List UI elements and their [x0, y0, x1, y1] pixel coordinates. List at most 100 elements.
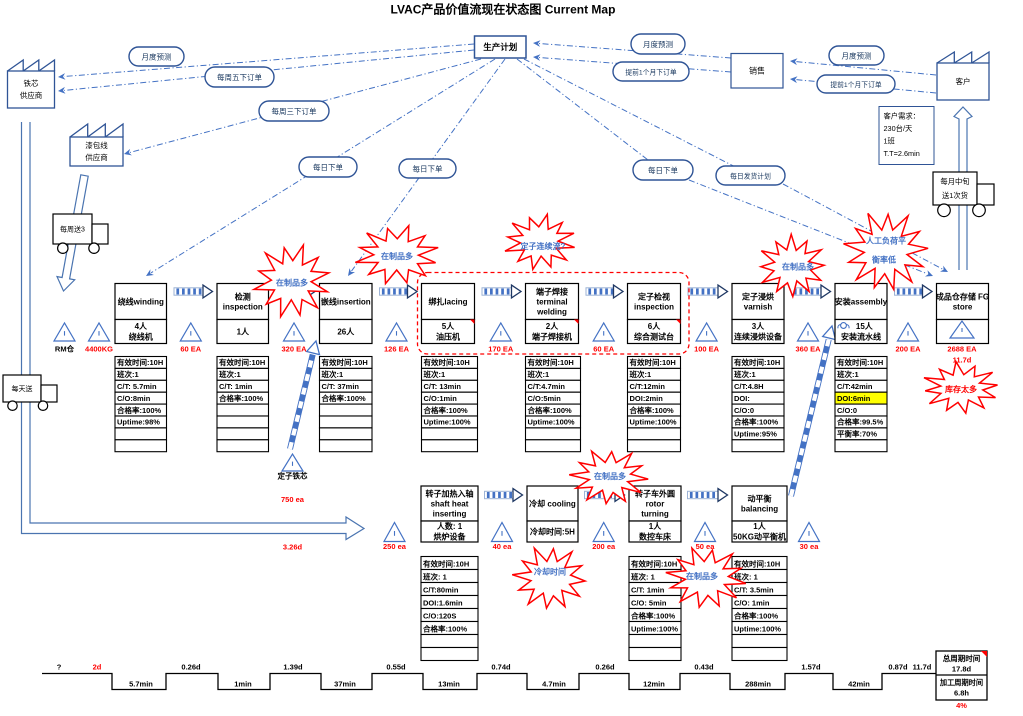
svg-text:合格率:100%: 合格率:100%	[424, 405, 469, 415]
svg-text:班次:1: 班次:1	[528, 369, 550, 379]
svg-text:DOI:6min: DOI:6min	[837, 394, 871, 403]
svg-text:100 EA: 100 EA	[694, 345, 720, 354]
svg-text:烘炉设备: 烘炉设备	[434, 532, 467, 542]
svg-text:50 ea: 50 ea	[696, 542, 716, 551]
svg-text:有效时间:10H: 有效时间:10H	[734, 558, 780, 568]
svg-text:26人: 26人	[337, 326, 355, 336]
svg-text:DOI:1.6min: DOI:1.6min	[423, 598, 463, 607]
svg-text:varnish: varnish	[744, 302, 773, 311]
svg-text:班次:1: 班次:1	[219, 369, 241, 379]
svg-text:1.57d: 1.57d	[801, 663, 821, 672]
svg-text:库存太多: 库存太多	[945, 384, 977, 394]
svg-text:C/T:80min: C/T:80min	[423, 585, 459, 594]
svg-text:12min: 12min	[643, 680, 665, 689]
svg-text:5人: 5人	[442, 321, 455, 331]
svg-text:平衡率:70%: 平衡率:70%	[837, 429, 877, 439]
svg-text:126 EA: 126 EA	[384, 345, 410, 354]
svg-text:inspection: inspection	[223, 302, 263, 311]
svg-text:衡率低: 衡率低	[872, 255, 896, 265]
svg-text:有效时间:10H: 有效时间:10H	[630, 357, 676, 367]
svg-text:C/O: 5min: C/O: 5min	[631, 598, 667, 607]
svg-text:Uptime:100%: Uptime:100%	[528, 418, 575, 427]
svg-text:成品仓存储 FG: 成品仓存储 FG	[936, 291, 989, 301]
svg-text:合格率:100%: 合格率:100%	[630, 405, 675, 415]
svg-text:170 EA: 170 EA	[488, 345, 514, 354]
svg-text:30 ea: 30 ea	[800, 542, 820, 551]
svg-text:绕线winding: 绕线winding	[118, 296, 164, 306]
svg-text:C/T:4.8H: C/T:4.8H	[734, 382, 764, 391]
svg-text:C/O:0: C/O:0	[837, 406, 857, 415]
svg-text:Uptime:95%: Uptime:95%	[734, 430, 777, 439]
svg-text:有效时间:10H: 有效时间:10H	[837, 357, 883, 367]
svg-text:C/T: 1min: C/T: 1min	[631, 585, 665, 594]
svg-text:60 EA: 60 EA	[180, 345, 201, 354]
svg-text:合格率:100%: 合格率:100%	[219, 393, 264, 403]
svg-text:DOI:: DOI:	[734, 394, 750, 403]
svg-text:2d: 2d	[93, 663, 102, 672]
svg-text:合格率:100%: 合格率:100%	[322, 393, 367, 403]
svg-text:T.T=2.6min: T.T=2.6min	[884, 149, 920, 158]
svg-text:shaft heat: shaft heat	[431, 499, 469, 508]
svg-text:每周五下订单: 每周五下订单	[217, 72, 262, 82]
svg-text:客户: 客户	[956, 76, 971, 86]
svg-text:store: store	[953, 302, 973, 311]
svg-text:班次: 1: 班次: 1	[734, 571, 758, 581]
svg-text:0.43d: 0.43d	[694, 663, 714, 672]
svg-text:C/T: 3.5min: C/T: 3.5min	[734, 585, 774, 594]
svg-text:转子加热入轴: 转子加热入轴	[426, 488, 474, 498]
svg-text:4.7min: 4.7min	[542, 680, 566, 689]
svg-text:1人: 1人	[649, 521, 662, 531]
svg-text:inserting: inserting	[433, 509, 467, 518]
svg-text:DOI:2min: DOI:2min	[630, 394, 664, 403]
svg-text:Uptime:98%: Uptime:98%	[117, 418, 160, 427]
svg-text:在制品多: 在制品多	[594, 471, 626, 481]
svg-text:terminal: terminal	[536, 297, 567, 306]
svg-text:合格率:99.5%: 合格率:99.5%	[837, 417, 884, 427]
svg-text:60 EA: 60 EA	[593, 345, 614, 354]
svg-text:每日下单: 每日下单	[413, 163, 443, 173]
svg-text:冷却时间: 冷却时间	[534, 567, 566, 577]
svg-text:嵌线insertion: 嵌线insertion	[321, 296, 371, 306]
svg-text:200 EA: 200 EA	[895, 345, 921, 354]
svg-text:有效时间:10H: 有效时间:10H	[423, 558, 469, 568]
svg-text:检测: 检测	[235, 291, 251, 301]
svg-text:在制品多: 在制品多	[686, 571, 718, 581]
svg-text:送1次货: 送1次货	[942, 191, 968, 200]
svg-text:动平衡: 动平衡	[748, 493, 772, 503]
svg-text:Uptime:100%: Uptime:100%	[734, 624, 781, 633]
svg-text:定子连续流?: 定子连续流?	[520, 241, 566, 251]
svg-text:15人: 15人	[849, 321, 874, 331]
svg-text:3.26d: 3.26d	[283, 543, 303, 552]
svg-text:端子焊接: 端子焊接	[536, 286, 568, 296]
svg-text:端子焊接机: 端子焊接机	[532, 332, 572, 342]
svg-text:42min: 42min	[848, 680, 870, 689]
svg-text:5.7min: 5.7min	[129, 680, 153, 689]
svg-text:50KG动平衡机: 50KG动平衡机	[733, 532, 786, 542]
svg-text:2人: 2人	[546, 321, 559, 331]
svg-text:360 EA: 360 EA	[795, 345, 821, 354]
svg-text:C/T: 13min: C/T: 13min	[424, 382, 462, 391]
svg-text:漆包线: 漆包线	[85, 140, 108, 150]
svg-text:供应商: 供应商	[20, 90, 43, 100]
svg-text:有效时间:10H: 有效时间:10H	[322, 357, 368, 367]
svg-text:230台/天: 230台/天	[884, 124, 913, 133]
svg-text:11.7d: 11.7d	[913, 663, 932, 672]
svg-text:供应商: 供应商	[85, 152, 108, 162]
svg-text:LVAC产品价值流现在状态图 Current Map: LVAC产品价值流现在状态图 Current Map	[391, 2, 616, 17]
svg-text:合格率:100%: 合格率:100%	[734, 417, 779, 427]
svg-text:C/O:8min: C/O:8min	[117, 394, 151, 403]
svg-text:1min: 1min	[234, 680, 252, 689]
svg-text:每日下单: 每日下单	[313, 162, 343, 172]
svg-text:C/O: 1min: C/O: 1min	[734, 598, 770, 607]
svg-text:C/T: 37min: C/T: 37min	[322, 382, 360, 391]
svg-text:C/T:12min: C/T:12min	[630, 382, 666, 391]
svg-text:在制品多: 在制品多	[782, 262, 814, 272]
svg-text:40 ea: 40 ea	[493, 542, 513, 551]
svg-text:0.55d: 0.55d	[386, 663, 406, 672]
svg-text:在制品多: 在制品多	[276, 278, 308, 288]
svg-text:4400KG: 4400KG	[85, 345, 113, 354]
svg-text:合格率:100%: 合格率:100%	[631, 610, 676, 620]
svg-text:1人: 1人	[753, 521, 766, 531]
svg-text:有效时间:10H: 有效时间:10H	[631, 558, 677, 568]
svg-text:rotor: rotor	[646, 499, 665, 508]
